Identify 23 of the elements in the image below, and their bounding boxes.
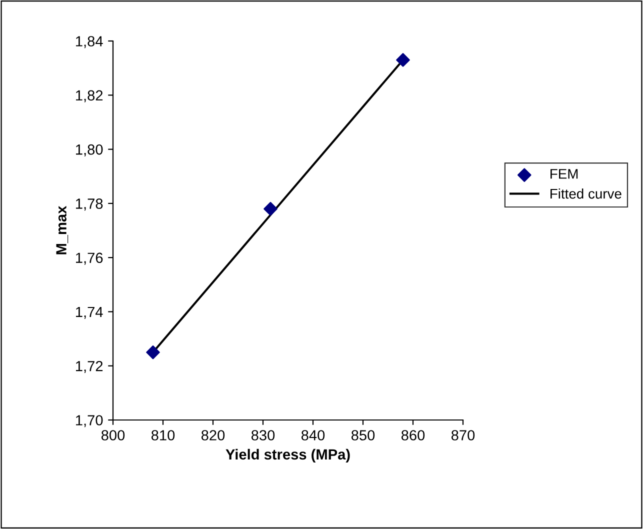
y-tick-label: 1,78 [76, 198, 103, 211]
x-tick-label: 810 [151, 430, 175, 440]
y-tick-label: 1,74 [76, 306, 103, 319]
x-tick-label: 850 [351, 430, 375, 440]
y-tick-label: 1,76 [76, 252, 103, 265]
x-tick-label: 870 [451, 430, 475, 440]
y-tick-label: 1,80 [76, 144, 103, 156]
x-tick-label: 860 [401, 430, 425, 440]
x-tick-label: 840 [301, 430, 325, 440]
x-tick-label: 800 [101, 430, 125, 440]
point [396, 53, 410, 67]
y-axis-title: M_max [56, 206, 68, 254]
y-tick-label: 1,70 [76, 415, 103, 428]
x-axis-title: Yield stress (MPa) [226, 448, 350, 462]
y-tick-label: 1,84 [76, 36, 103, 48]
point [264, 202, 278, 216]
point [146, 345, 160, 360]
x-tick-label: 820 [201, 430, 225, 440]
legend-label: FEM [550, 169, 578, 179]
y-tick-label: 1,82 [76, 90, 103, 102]
y-tick-label: 1,72 [76, 360, 103, 374]
x-tick-label: 830 [251, 430, 275, 440]
legend-label: Fitted curve [550, 188, 622, 199]
